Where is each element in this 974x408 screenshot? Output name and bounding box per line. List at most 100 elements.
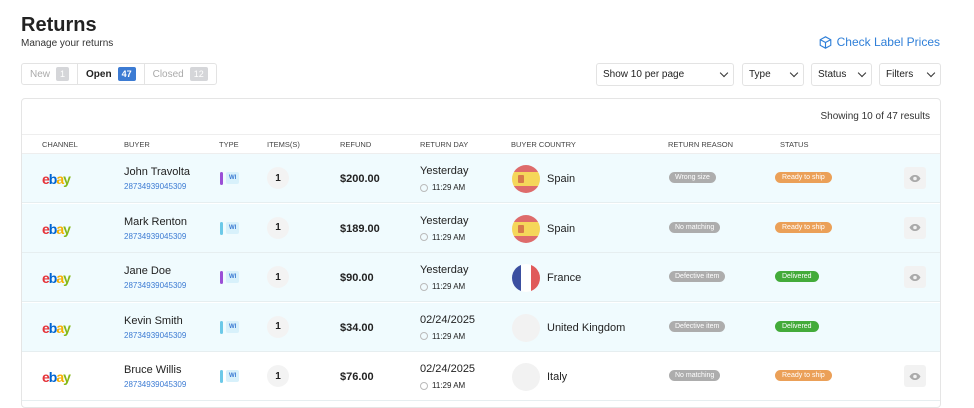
- results-count: Showing 10 of 47 results: [820, 111, 930, 122]
- tab-label: Open: [86, 68, 112, 80]
- status-badge: Delivered: [775, 320, 819, 332]
- column-header[interactable]: RETURN DAY: [420, 140, 469, 149]
- filters-label: Filters: [886, 69, 914, 80]
- eye-icon: [909, 372, 921, 380]
- check-label-prices-label: Check Label Prices: [836, 35, 940, 49]
- tab-open[interactable]: Open 47: [78, 64, 145, 84]
- buyer-name: John Travolta: [124, 166, 191, 178]
- refund-amount: $200.00: [340, 173, 380, 185]
- tab-closed[interactable]: Closed 12: [145, 64, 216, 84]
- eye-icon: [909, 224, 921, 231]
- buyer-name: Mark Renton: [124, 215, 187, 228]
- return-reason-badge: Defective item: [669, 271, 726, 282]
- view-button[interactable]: [904, 266, 926, 288]
- return-time-value: 11:29 AM: [432, 232, 466, 242]
- type-badge: WI: [226, 370, 240, 382]
- buyer-id-link[interactable]: 28734939045309: [124, 380, 187, 389]
- type-badge: WI: [226, 320, 240, 333]
- return-day: 02/24/2025: [420, 313, 476, 326]
- buyer-country: France: [547, 272, 582, 284]
- chevron-down-icon: [719, 68, 729, 78]
- page-title: Returns: [21, 14, 97, 36]
- country-flag-icon: [512, 264, 540, 292]
- table-row[interactable]: ebay Bruce Willis 28734939045309 WI 1 $7…: [22, 352, 940, 401]
- return-time-value: 11:29 AM: [432, 183, 466, 192]
- ebay-logo: ebay: [42, 270, 71, 286]
- return-time: 11:29 AM: [420, 183, 465, 192]
- ebay-logo: ebay: [42, 319, 71, 336]
- return-reason-badge: Defective item: [669, 320, 726, 332]
- return-time-value: 11:29 AM: [432, 331, 466, 341]
- type-filter[interactable]: Type: [742, 63, 804, 86]
- column-header[interactable]: REFUND: [340, 140, 372, 149]
- buyer-country: Spain: [547, 173, 576, 185]
- clock-icon: [420, 282, 428, 291]
- return-time-value: 11:29 AM: [432, 282, 466, 291]
- return-day: 02/24/2025: [420, 363, 476, 375]
- column-header[interactable]: CHANNEL: [42, 140, 78, 149]
- view-button[interactable]: [904, 167, 926, 189]
- clock-icon: [420, 183, 428, 192]
- column-header[interactable]: BUYER COUNTRY: [511, 140, 576, 149]
- tab-count-badge: 47: [117, 67, 136, 81]
- page-subtitle: Manage your returns: [21, 38, 114, 49]
- type-indicator: [220, 271, 223, 284]
- return-time: 11:29 AM: [420, 282, 465, 291]
- items-count: 1: [267, 216, 289, 239]
- status-filter-label: Status: [818, 69, 847, 80]
- tab-label: New: [30, 68, 51, 80]
- clock-icon: [420, 233, 428, 241]
- column-header[interactable]: BUYER: [124, 140, 150, 149]
- buyer-id-link[interactable]: 28734939045309: [124, 330, 187, 340]
- return-time: 11:29 AM: [420, 233, 465, 242]
- buyer-country: Spain: [547, 222, 576, 235]
- per-page-value: Show 10 per page: [603, 69, 685, 80]
- column-header[interactable]: ITEMS(S): [267, 140, 300, 149]
- refund-amount: $90.00: [340, 272, 374, 284]
- per-page-select[interactable]: Show 10 per page: [596, 63, 734, 86]
- return-reason-badge: No matching: [669, 221, 721, 233]
- buyer-id-link[interactable]: 28734939045309: [124, 182, 187, 191]
- type-indicator: [220, 221, 223, 235]
- buyer-id-link[interactable]: 28734939045309: [124, 281, 187, 290]
- column-header[interactable]: RETURN REASON: [668, 140, 734, 149]
- type-badge: WI: [226, 271, 240, 283]
- table-header: CHANNEL BUYER TYPE ITEMS(S) REFUND RETURN DAY…: [22, 134, 940, 154]
- view-button[interactable]: [904, 216, 926, 239]
- type-badge: WI: [226, 221, 240, 234]
- return-time: 11:29 AM: [420, 381, 465, 390]
- chevron-down-icon: [789, 68, 799, 78]
- refund-amount: $34.00: [340, 321, 374, 334]
- return-tabs: New 1 Open 47 Closed 12: [21, 63, 217, 85]
- items-count: 1: [267, 167, 289, 189]
- type-indicator: [220, 320, 223, 334]
- tab-new[interactable]: New 1: [22, 64, 79, 84]
- refund-amount: $189.00: [340, 222, 380, 235]
- status-badge: Ready to ship: [775, 370, 832, 381]
- column-header[interactable]: TYPE: [219, 140, 239, 149]
- buyer-id-link[interactable]: 28734939045309: [124, 231, 187, 241]
- return-time-value: 11:29 AM: [432, 381, 466, 390]
- table-row[interactable]: ebay Mark Renton 28734939045309 WI 1 $18…: [22, 203, 940, 253]
- status-filter[interactable]: Status: [811, 63, 872, 86]
- table-row[interactable]: ebay Kevin Smith 28734939045309 WI 1 $34…: [22, 302, 940, 352]
- buyer-country: United Kingdom: [547, 321, 626, 334]
- ebay-logo: ebay: [42, 369, 71, 385]
- clock-icon: [420, 381, 428, 390]
- return-day: Yesterday: [420, 264, 469, 276]
- refund-amount: $76.00: [340, 371, 374, 383]
- column-header[interactable]: STATUS: [780, 140, 809, 149]
- buyer-name: Bruce Willis: [124, 364, 182, 376]
- return-reason-badge: No matching: [669, 370, 721, 381]
- filters-button[interactable]: Filters: [879, 63, 941, 86]
- view-button[interactable]: [904, 365, 926, 387]
- country-flag-icon: [512, 165, 540, 193]
- country-flag-icon: [512, 313, 540, 342]
- returns-table: Showing 10 of 47 results CHANNEL BUYER TYP…: [21, 98, 941, 408]
- check-label-prices-link[interactable]: Check Label Prices: [819, 35, 940, 49]
- table-row[interactable]: ebay Jane Doe 28734939045309 WI 1 $90.00…: [22, 253, 940, 302]
- buyer-country: Italy: [547, 371, 568, 383]
- table-row[interactable]: ebay John Travolta 28734939045309 WI 1 $…: [22, 154, 940, 203]
- chevron-down-icon: [926, 68, 936, 78]
- type-indicator: [220, 370, 223, 383]
